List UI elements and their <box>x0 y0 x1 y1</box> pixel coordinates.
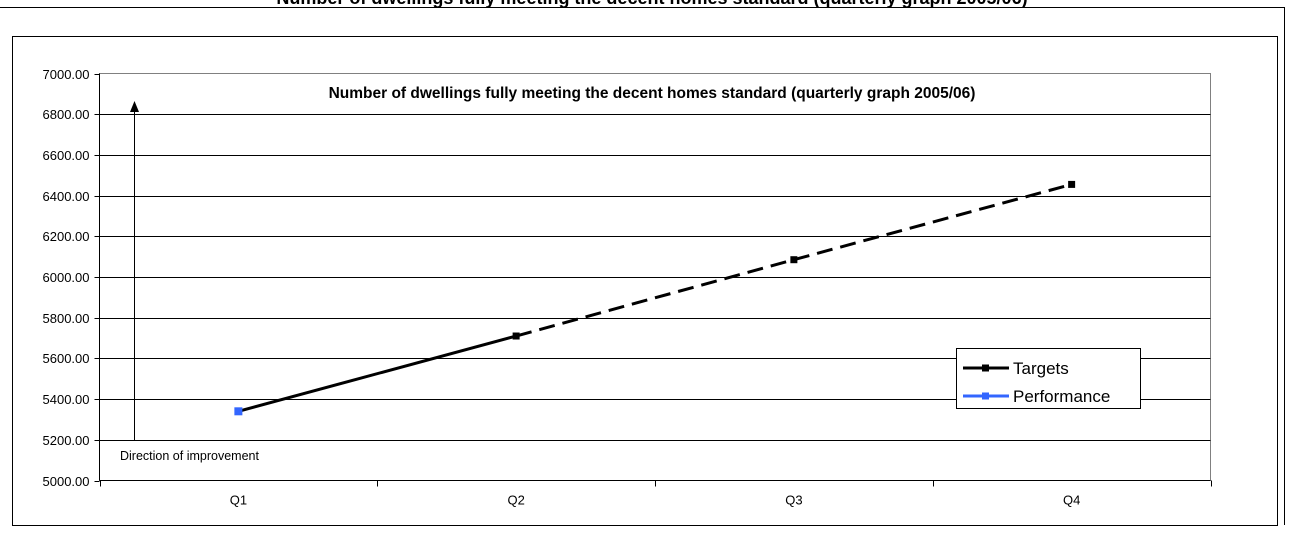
direction-arrow-icon <box>130 101 139 112</box>
y-axis: 5000.00 5200.00 5400.00 5600.00 5800.00 6000.… <box>43 67 100 489</box>
legend: Targets Performance <box>956 348 1141 409</box>
targets-line-segment <box>237 334 517 413</box>
y-tick-label: 5000.00 <box>43 474 90 489</box>
x-tick-label: Q2 <box>507 493 524 508</box>
legend-targets-marker <box>982 364 989 372</box>
y-tick-label: 6800.00 <box>43 107 90 122</box>
clipped-heading: Number of dwellings fully meeting the de… <box>276 0 1027 8</box>
y-tick-label: 5800.00 <box>43 311 90 326</box>
targets-line-segment <box>515 258 795 338</box>
chart-title: Number of dwellings fully meeting the de… <box>329 85 976 102</box>
series-layer <box>234 180 1076 416</box>
x-tick-label: Q3 <box>785 493 802 508</box>
y-tick-label: 6400.00 <box>43 189 90 204</box>
legend-targets-label: Targets <box>1013 359 1069 378</box>
x-axis: Q1 Q2 Q3 Q4 <box>99 480 1212 508</box>
gridlines <box>99 114 1211 441</box>
direction-annotation-label: Direction of improvement <box>120 449 259 463</box>
legend-performance-marker <box>982 392 989 400</box>
targets-point <box>512 332 520 340</box>
direction-annotation: Direction of improvement <box>120 101 259 463</box>
y-tick-label: 7000.00 <box>43 67 90 82</box>
y-tick-label: 5400.00 <box>43 392 90 407</box>
chart-border <box>12 36 1278 526</box>
targets-point <box>790 256 798 264</box>
y-tick-label: 5200.00 <box>43 433 90 448</box>
x-tick-label: Q1 <box>230 493 247 508</box>
targets-point <box>1068 180 1076 188</box>
x-tick-label: Q4 <box>1063 493 1080 508</box>
legend-performance-label: Performance <box>1013 387 1110 406</box>
y-tick-label: 6000.00 <box>43 270 90 285</box>
y-tick-label: 6600.00 <box>43 148 90 163</box>
y-tick-label: 6200.00 <box>43 229 90 244</box>
performance-point <box>234 407 243 416</box>
y-tick-label: 5600.00 <box>43 351 90 366</box>
